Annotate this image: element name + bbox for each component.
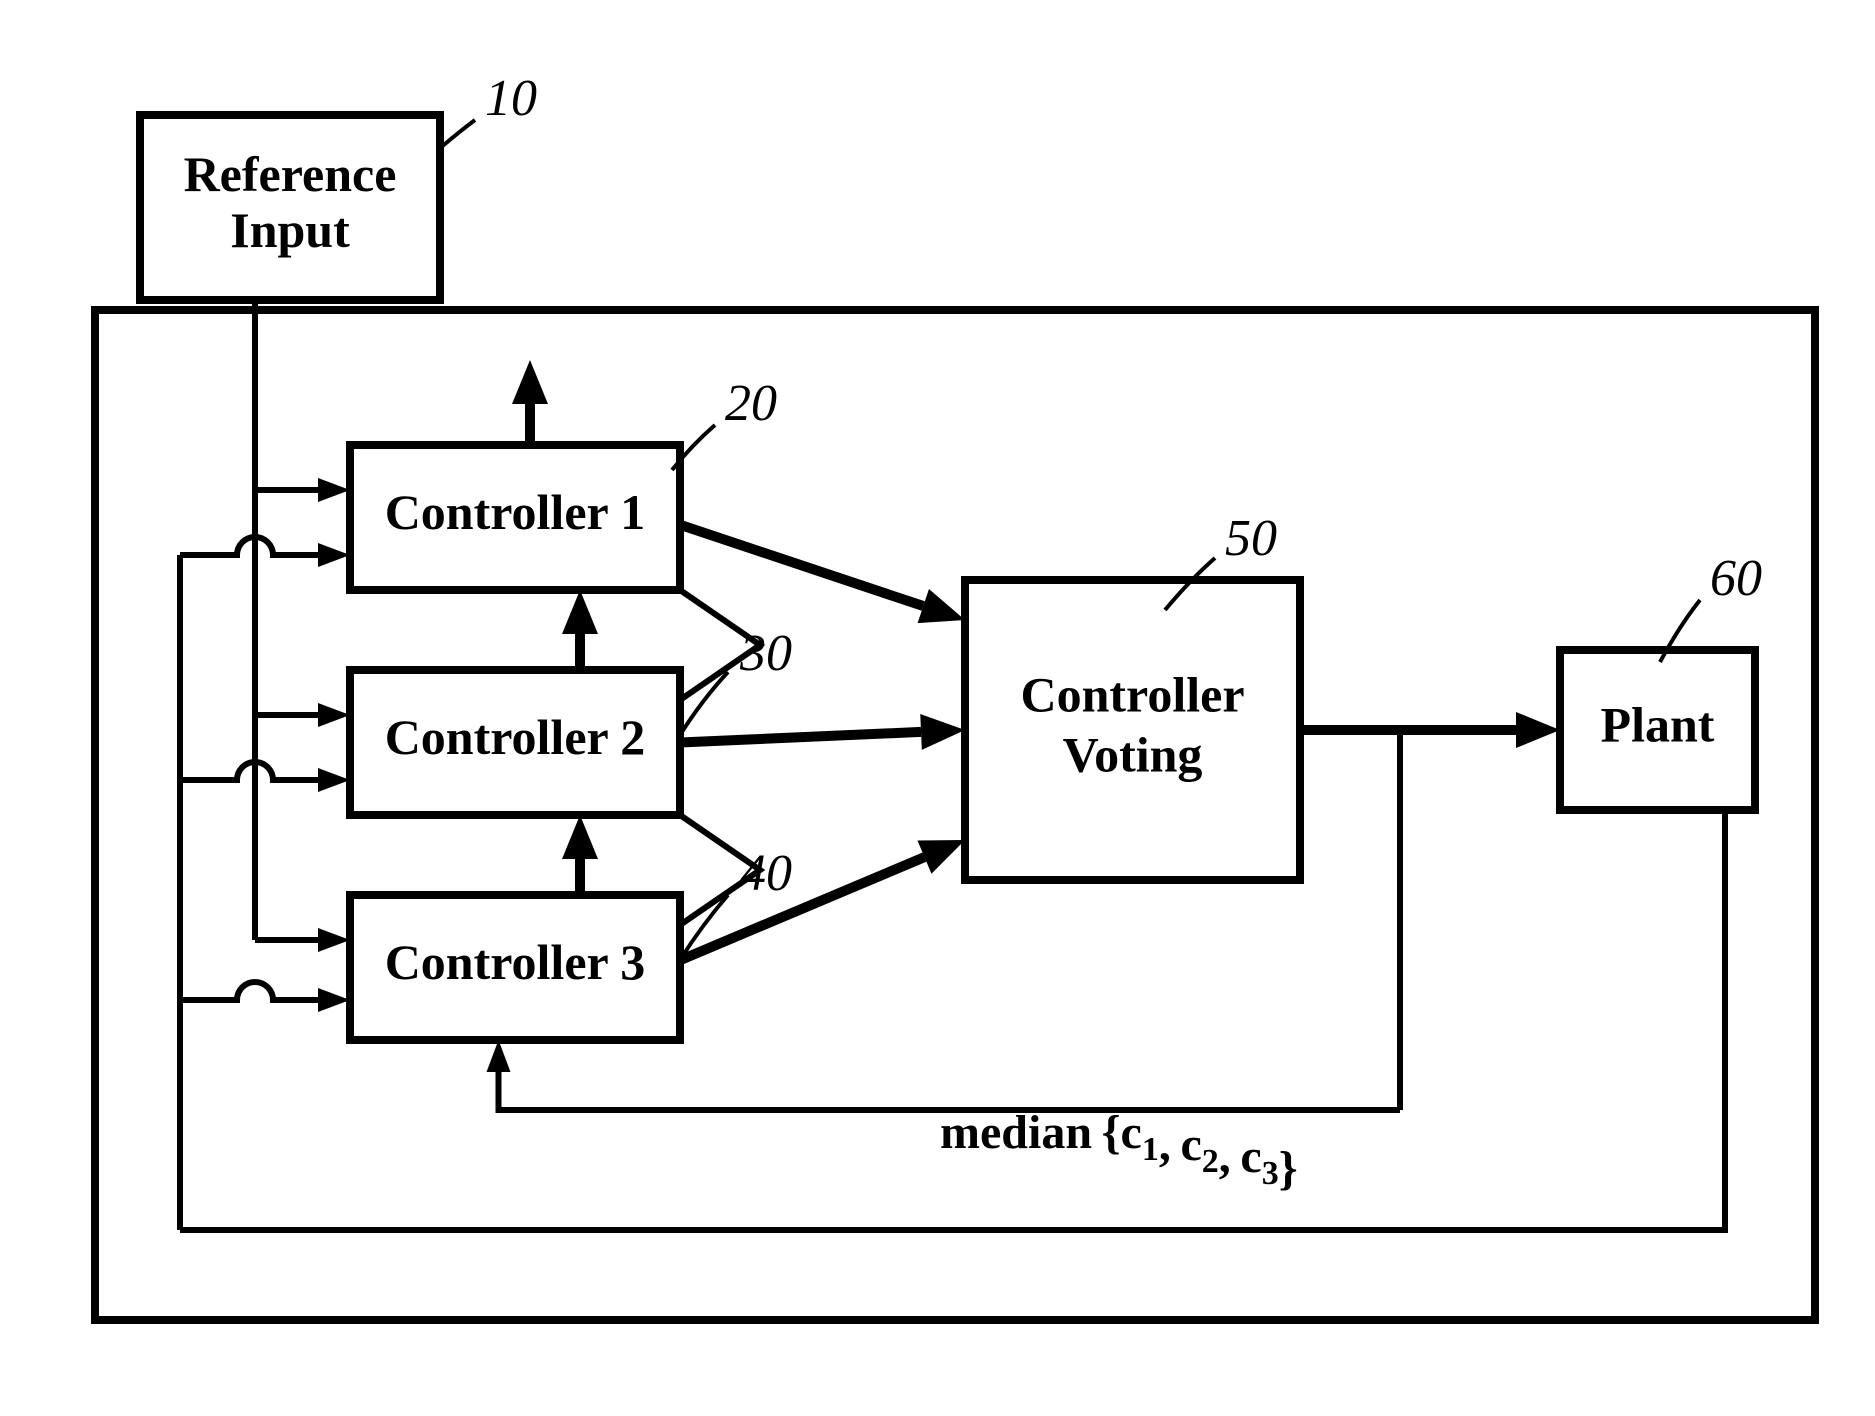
- plant-label: Plant: [1601, 696, 1715, 752]
- refInput-label: Reference: [184, 146, 397, 202]
- ctrl1-label: Controller 1: [385, 484, 646, 540]
- ref60-text: 60: [1710, 550, 1762, 607]
- ref40-text: 40: [740, 845, 792, 902]
- ref10-text: 10: [485, 70, 537, 127]
- ref10: 10: [438, 70, 537, 150]
- voting-box: ControllerVoting: [965, 580, 1300, 880]
- ctrl1-box: Controller 1: [350, 445, 680, 590]
- ref20-text: 20: [725, 375, 777, 432]
- ctrl2-label: Controller 2: [385, 709, 646, 765]
- voting-label: Voting: [1063, 726, 1203, 782]
- ctrl3-label: Controller 3: [385, 934, 646, 990]
- refInput-label: Input: [230, 202, 350, 258]
- plant-box: Plant: [1560, 650, 1755, 810]
- ref50-text: 50: [1225, 510, 1277, 567]
- refInput-box: ReferenceInput: [140, 115, 440, 300]
- ctrl2-box: Controller 2: [350, 670, 680, 815]
- ref30-text: 30: [739, 625, 792, 682]
- ctrl3-box: Controller 3: [350, 895, 680, 1040]
- voting-label: Controller: [1020, 666, 1244, 722]
